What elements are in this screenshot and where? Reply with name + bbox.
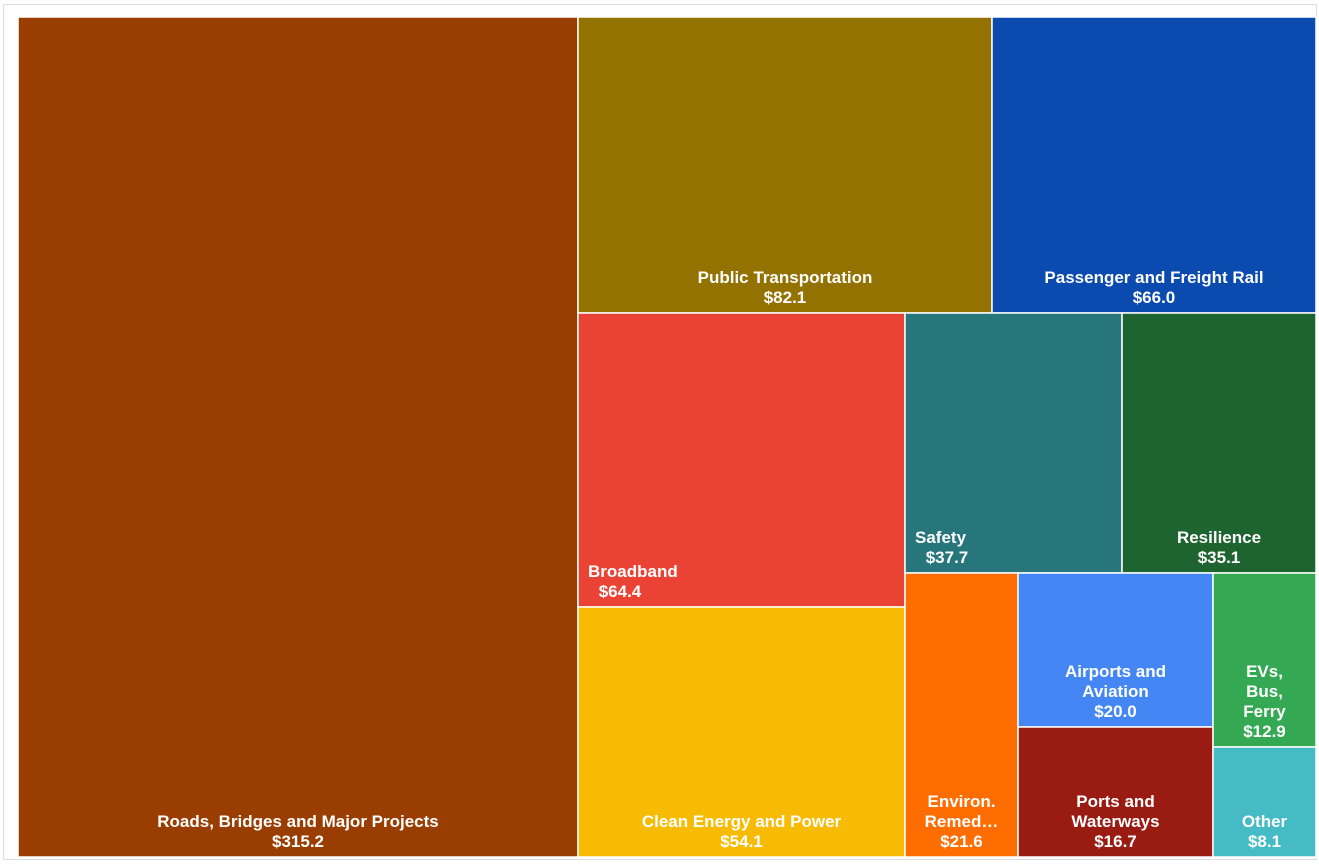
tile-label-environ-remed: Remed…: [925, 812, 999, 831]
tile-value-broadband: $64.4: [599, 582, 642, 601]
tile-value-clean-energy-and-power: $54.1: [720, 832, 763, 851]
tile-label-clean-energy-and-power: Clean Energy and Power: [642, 812, 842, 831]
tile-label-ports-and-waterways: Ports and: [1076, 792, 1154, 811]
tile-value-airports-and-aviation: $20.0: [1094, 702, 1137, 721]
tile-value-resilience: $35.1: [1198, 548, 1241, 567]
tile-label-other: Other: [1242, 812, 1288, 831]
tile-label-resilience: Resilience: [1177, 528, 1261, 547]
tile-label-evs-bus-ferry: EVs,: [1246, 662, 1283, 681]
tile-value-passenger-and-freight-rail: $66.0: [1133, 288, 1176, 307]
tile-label-roads-bridges-and-major-projects: Roads, Bridges and Major Projects: [157, 812, 439, 831]
tile-label-passenger-and-freight-rail: Passenger and Freight Rail: [1044, 268, 1263, 287]
tile-roads-bridges-and-major-projects[interactable]: [18, 17, 578, 857]
tile-label-broadband: Broadband: [588, 562, 678, 581]
tile-value-other: $8.1: [1248, 832, 1281, 851]
tile-label-evs-bus-ferry: Ferry: [1243, 702, 1286, 721]
tile-label-evs-bus-ferry: Bus,: [1246, 682, 1283, 701]
tile-value-safety: $37.7: [926, 548, 969, 567]
tile-value-environ-remed: $21.6: [940, 832, 983, 851]
tile-value-ports-and-waterways: $16.7: [1094, 832, 1137, 851]
tile-label-ports-and-waterways: Waterways: [1071, 812, 1159, 831]
tile-label-environ-remed: Environ.: [927, 792, 995, 811]
tile-label-public-transportation: Public Transportation: [698, 268, 873, 287]
tile-value-roads-bridges-and-major-projects: $315.2: [272, 832, 324, 851]
tile-value-evs-bus-ferry: $12.9: [1243, 722, 1286, 741]
tile-label-safety: Safety: [915, 528, 967, 547]
tile-label-airports-and-aviation: Aviation: [1082, 682, 1148, 701]
tile-value-public-transportation: $82.1: [764, 288, 807, 307]
tile-label-airports-and-aviation: Airports and: [1065, 662, 1166, 681]
